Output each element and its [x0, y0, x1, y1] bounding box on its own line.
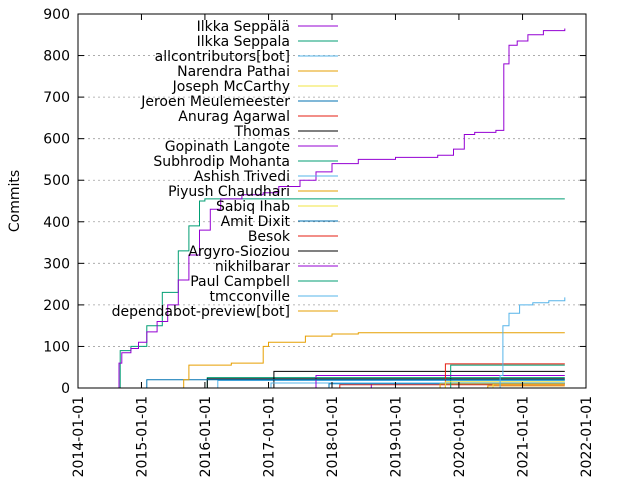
x-tick-label: 2020-01-01 — [452, 396, 468, 477]
series-line — [116, 28, 566, 389]
y-tick-label: 800 — [43, 49, 70, 65]
legend-label: dependabot-preview[bot] — [112, 304, 290, 320]
legend-label: Ilkka Seppala — [197, 34, 290, 50]
x-tick-label: 2017-01-01 — [262, 396, 278, 477]
legend-label: Narendra Pathai — [177, 64, 290, 80]
legend-label: Subhrodip Mohanta — [153, 154, 290, 170]
legend-label: Sabiq Ihab — [216, 199, 290, 215]
legend-label: Joseph McCarthy — [172, 79, 290, 95]
x-axis: 2014-01-01 2015-01-01 2016-01-01 2017-01-01… — [71, 14, 595, 477]
legend-label: Paul Campbell — [190, 274, 290, 290]
y-tick-label: 600 — [43, 132, 70, 148]
legend-label: Thomas — [233, 124, 290, 140]
y-tick-label: 300 — [43, 256, 70, 272]
x-tick-label: 2021-01-01 — [516, 396, 532, 477]
legend-label: Piyush Chaudhari — [168, 184, 290, 200]
legend-label: Argyro-Sioziou — [188, 244, 290, 260]
legend-label: Jeroen Meulemeester — [140, 94, 290, 110]
legend-label: Amit Dixit — [221, 214, 291, 230]
legend-label: Gopinath Langote — [165, 139, 290, 155]
y-tick-label: 500 — [43, 173, 70, 189]
x-tick-label: 2019-01-01 — [388, 396, 404, 477]
y-axis-label: Commits — [7, 170, 23, 232]
series-line — [118, 198, 565, 389]
legend-label: nikhilbarar — [215, 259, 290, 275]
y-tick-label: 900 — [43, 7, 70, 23]
y-tick-label: 0 — [61, 381, 70, 397]
legend-label: tmcconville — [209, 289, 290, 305]
series-line — [178, 332, 565, 389]
y-tick-label: 100 — [43, 339, 70, 355]
x-tick-label: 2014-01-01 — [71, 396, 87, 477]
legend-label: allcontributors[bot] — [155, 49, 290, 65]
y-tick-label: 200 — [43, 298, 70, 314]
x-tick-label: 2018-01-01 — [325, 396, 341, 477]
x-tick-label: 2015-01-01 — [134, 396, 150, 477]
y-tick-label: 700 — [43, 90, 70, 106]
legend-label: Ilkka Seppälä — [197, 19, 290, 35]
x-tick-label: 2022-01-01 — [579, 396, 595, 477]
series-line — [499, 297, 566, 389]
y-tick-label: 400 — [43, 215, 70, 231]
legend-label: Anurag Agarwal — [178, 109, 290, 125]
x-tick-label: 2016-01-01 — [198, 396, 214, 477]
legend-label: Besok — [248, 229, 291, 245]
y-axis: 0 100 200 300 400 500 600 700 800 900 — [43, 7, 586, 397]
legend-label: Ashish Trivedi — [194, 169, 290, 185]
